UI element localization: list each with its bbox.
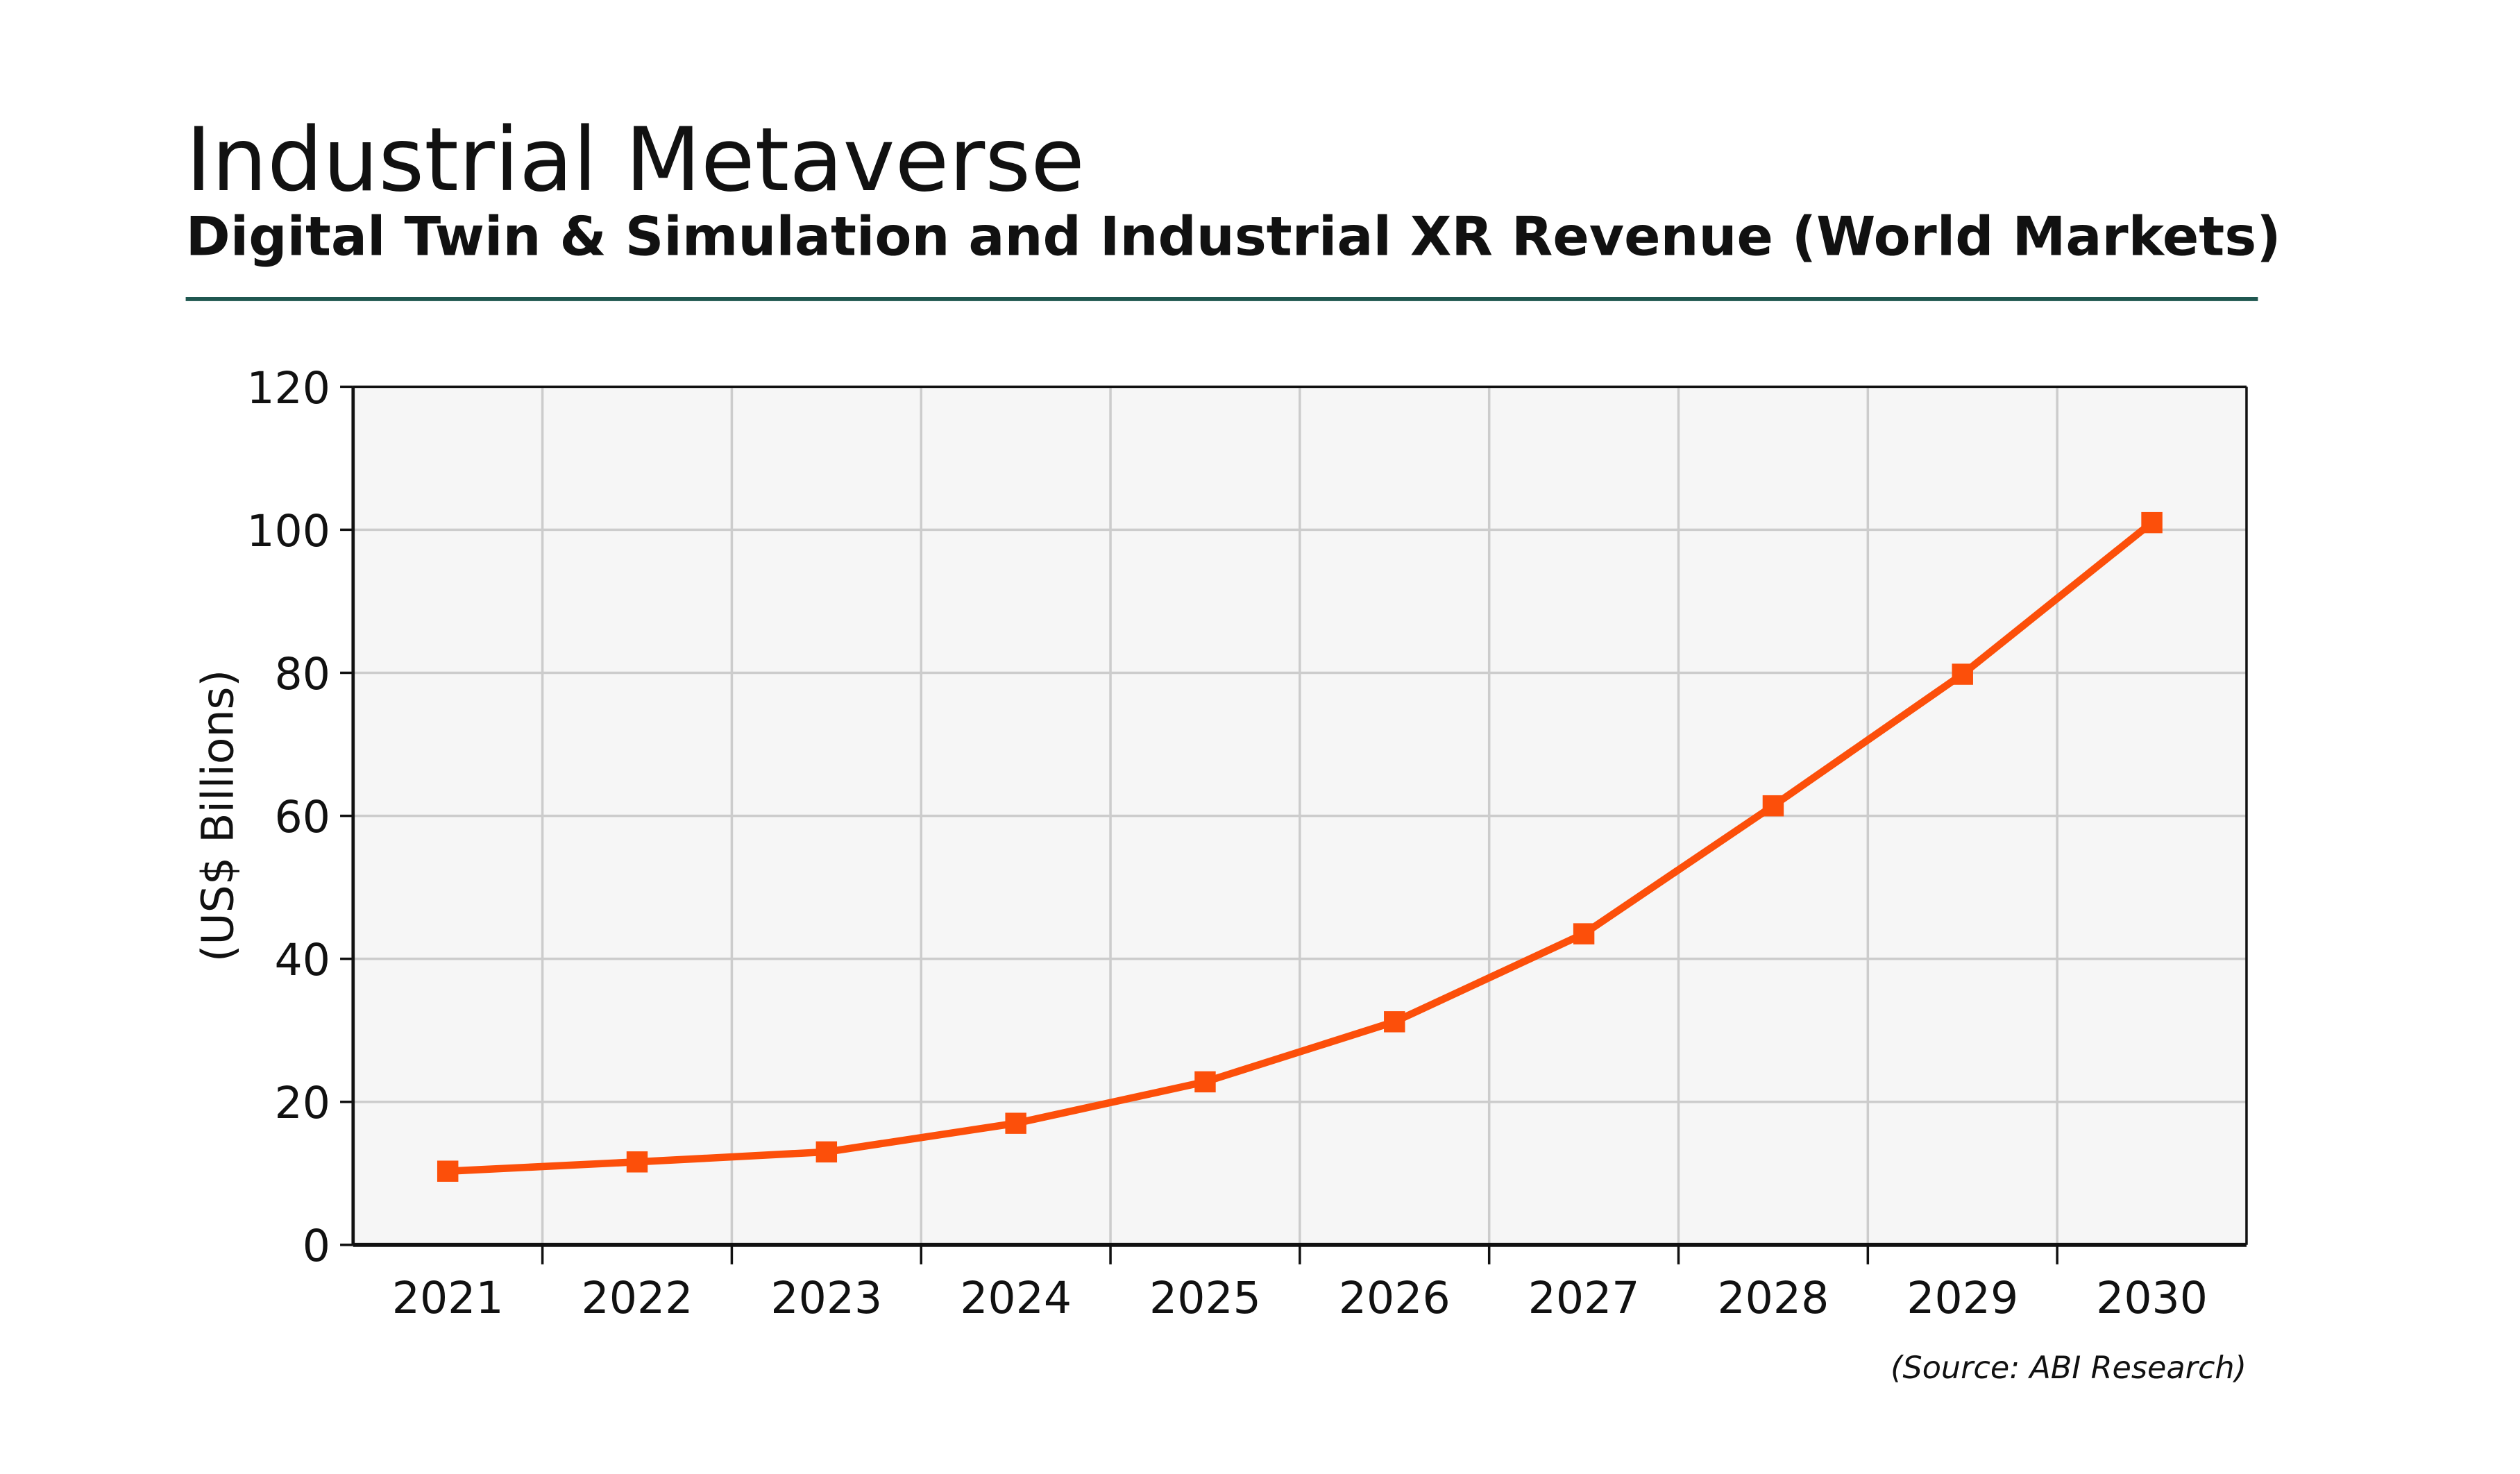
x-tick-label: 2024 (960, 1272, 1072, 1323)
data-point-2024 (1005, 1112, 1026, 1134)
data-point-2021 (437, 1160, 459, 1182)
x-tick-labels: 2021 2022 2023 2024 2025 2026 2027 2028 2029 2030 (392, 1272, 2208, 1323)
data-point-2023 (815, 1141, 838, 1163)
series-path (447, 520, 2154, 1175)
y-axis-label: (US$ Billions) (192, 670, 243, 962)
y-tick-label: 80 (275, 648, 330, 700)
x-tick-label: 2022 (582, 1272, 693, 1323)
y-tick-label: 40 (275, 934, 330, 985)
y-tick-label: 100 (246, 505, 330, 557)
chart-subtitle: Digital Twin & Simulation and Industrial… (186, 206, 2281, 269)
y-tick-label: 120 (246, 362, 330, 414)
x-tick-label: 2027 (1528, 1272, 1640, 1323)
y-tick-labels: 0 20 40 60 80 100 120 (246, 362, 330, 1271)
x-tick-label: 2029 (1906, 1272, 2018, 1323)
y-tick-label: 60 (275, 791, 330, 842)
axes (340, 385, 2248, 1264)
x-tick-label: 2023 (770, 1272, 882, 1323)
y-tick-label: 20 (275, 1077, 330, 1128)
data-point-2025 (1194, 1071, 1216, 1093)
x-tick-label: 2030 (2096, 1272, 2208, 1323)
data-point-2022 (626, 1151, 648, 1173)
series-line (437, 511, 2163, 1182)
x-tick-label: 2026 (1339, 1272, 1451, 1323)
x-tick-label: 2021 (392, 1272, 504, 1323)
chart-title: Industrial Metaverse (186, 109, 1085, 211)
data-point-2028 (1762, 795, 1784, 817)
data-point-2027 (1573, 923, 1595, 944)
data-point-2026 (1384, 1011, 1405, 1033)
x-tick-label: 2025 (1149, 1272, 1261, 1323)
data-point-2029 (1952, 663, 1973, 685)
y-tick-label: 0 (303, 1220, 330, 1271)
source-note: (Source: ABI Research) (1891, 1350, 2247, 1386)
x-tick-label: 2028 (1717, 1272, 1829, 1323)
data-point-2030 (2141, 511, 2163, 534)
